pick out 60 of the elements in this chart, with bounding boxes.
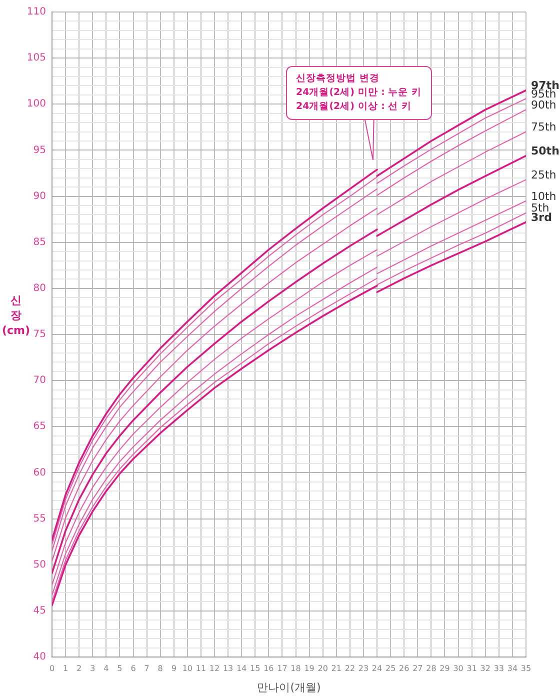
series-label: 10th [531,190,556,203]
y-tick-label: 45 [33,606,46,617]
series-label: 75th [531,120,556,134]
x-tick-label: 13 [222,664,234,673]
annotation: 신장측정방법 변경 24개월(2세) 미만 : 누운 키 24개월(2세) 이상 : 선 키 [286,66,432,120]
x-tick-label: 3 [90,664,96,673]
y-tick-label: 65 [33,421,46,432]
y-tick-label: 95 [33,144,46,156]
x-tick-label: 33 [494,664,504,673]
x-tick-label: 2 [76,664,82,673]
series-label: 3rd [531,210,552,224]
series-label: 25th [531,168,556,182]
y-tick-label: 60 [33,467,46,478]
x-tick-label: 8 [158,664,163,673]
y-tick-label: 40 [33,652,46,663]
y-axis-title: 신 장 (cm) [2,294,30,337]
x-tick-label: 34 [507,664,518,673]
x-tick-label: 10 [182,664,193,673]
series-label: 90th [531,98,556,112]
x-tick-label: 17 [277,664,288,673]
x-tick-label: 12 [209,664,220,673]
x-tick-label: 14 [236,664,247,673]
y-tick-label: 105 [26,52,46,64]
y-tick-label: 70 [33,375,46,386]
x-tick-label: 25 [385,664,396,673]
x-tick-label: 0 [49,664,55,673]
x-tick-label: 21 [331,664,342,673]
x-tick-label: 20 [318,664,328,673]
y-tick-label: 75 [33,329,46,340]
x-tick-label: 1 [62,664,68,673]
x-tick-label: 4 [104,664,109,673]
x-tick-label: 19 [304,664,314,673]
x-tick-label: 22 [344,664,356,673]
x-axis-title: 만나이(개월) [257,680,321,694]
x-tick-label: 9 [171,664,176,673]
x-tick-label: 35 [520,664,532,673]
x-tick-label: 16 [264,664,274,673]
x-tick-label: 18 [290,664,301,673]
x-tick-label: 15 [250,664,260,673]
x-tick-label: 26 [399,664,410,673]
y-tick-label: 80 [33,283,46,294]
x-tick-label: 23 [358,664,369,673]
x-tick-label: 5 [117,664,122,673]
x-tick-label: 30 [453,664,464,673]
x-tick-label: 31 [466,664,477,673]
x-tick-label: 29 [440,664,450,673]
x-tick-label: 24 [372,664,382,673]
x-tick-label: 11 [196,664,206,673]
y-tick-label: 50 [33,559,46,570]
y-tick-label: 100 [26,98,46,110]
x-tick-label: 32 [480,664,490,673]
x-tick-label: 7 [144,664,150,673]
series-label: 50th [531,144,560,158]
x-tick-label: 6 [130,664,136,673]
y-tick-label: 55 [33,513,46,524]
y-tick-label: 85 [33,236,46,248]
y-tick-label: 90 [33,190,46,202]
x-tick-label: 27 [412,664,423,673]
x-tick-label: 28 [426,664,436,673]
y-tick-label: 110 [26,6,46,18]
